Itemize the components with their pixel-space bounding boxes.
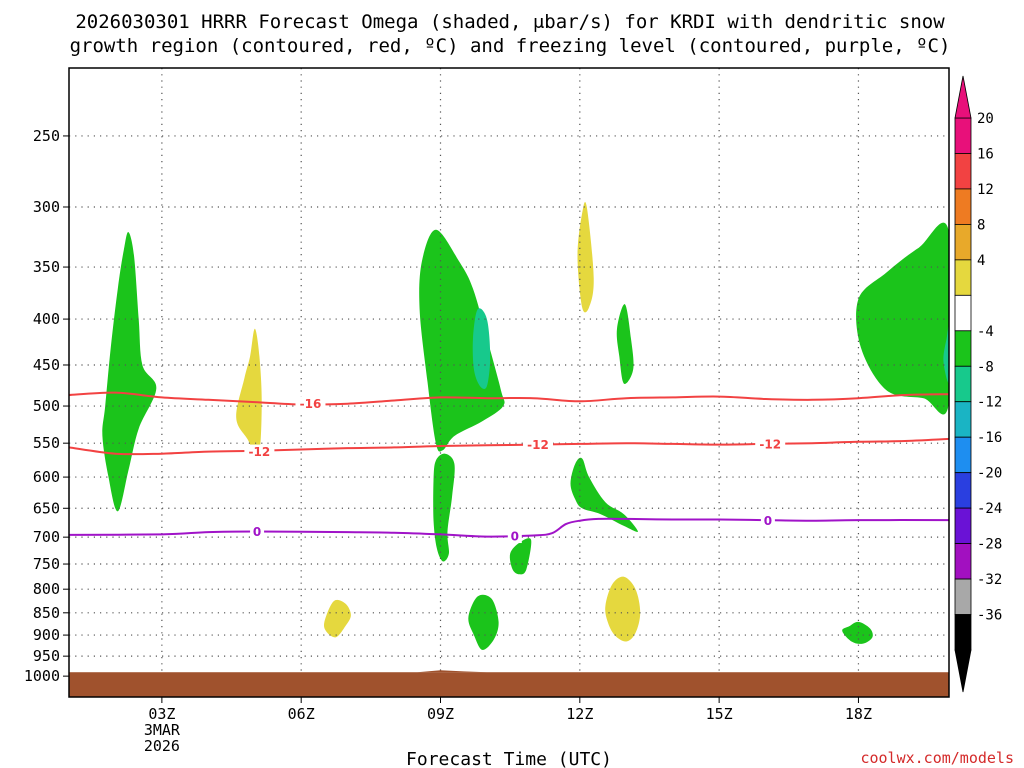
credit-text: coolwx.com/models [860, 749, 1014, 767]
omega-region-yellow-plume-2 [577, 202, 594, 313]
y-tick-label-600: 600 [33, 468, 60, 486]
contour-label-0: -16 [300, 397, 322, 411]
y-tick-label-300: 300 [33, 198, 60, 216]
terrain-bump [417, 670, 487, 673]
x-axis-title: Forecast Time (UTC) [406, 749, 612, 768]
y-tick-label-1000: 1000 [24, 667, 60, 685]
omega-region-green-blob-9 [842, 621, 873, 644]
contour-label-6: 0 [764, 514, 772, 528]
y-tick-label-950: 950 [33, 647, 60, 665]
colorbar-label-16: 16 [977, 146, 994, 162]
contour-label-layer: -16 -12 -12 -12 0 0 0 [244, 396, 786, 544]
contour-label-bg-5 [507, 529, 522, 544]
y-tick-label-800: 800 [33, 580, 60, 598]
plot-background [69, 68, 949, 697]
y-tick-label-850: 850 [33, 604, 60, 622]
contour-label-4: 0 [253, 525, 261, 539]
omega-region-green-blob-7 [509, 538, 532, 575]
x-tick-sublabel-year: 2026 [144, 737, 180, 755]
omega-region-yellow-blob-8 [605, 576, 641, 642]
contour-label-bg-4 [250, 524, 265, 539]
contour-dgz-minus12 [69, 437, 949, 456]
y-tick-label-550: 550 [33, 434, 60, 452]
omega-region-teal-core-2 [472, 308, 491, 390]
y-tick-label-650: 650 [33, 499, 60, 517]
y-tick-label-350: 350 [33, 258, 60, 276]
x-tick-label-12Z: 12Z [566, 705, 593, 723]
colorbar-swatch-7 [954, 365, 972, 403]
colorbar-swatch-4 [954, 259, 972, 296]
contour-label-1: -12 [249, 445, 271, 459]
colorbar-swatch-13 [954, 578, 972, 615]
y-tick-label-400: 400 [33, 310, 60, 328]
colorbar-label--4: -4 [977, 324, 994, 340]
colorbar-swatch-6 [954, 330, 972, 367]
x-tick-sublabel-date: 3MAR [144, 721, 181, 739]
colorbar-swatch-10 [954, 472, 972, 509]
plot-frame [68, 67, 950, 698]
colorbar-label--28: -28 [977, 537, 1002, 553]
colorbar-bottom-arrow [954, 649, 972, 693]
omega-region-yellow-plume-1 [236, 328, 262, 459]
omega-region-teal-edge-4 [943, 326, 949, 383]
y-tick-label-450: 450 [33, 356, 60, 374]
colorbar-swatch-3 [954, 223, 972, 261]
colorbar-swatch-9 [954, 436, 972, 474]
contour-label-bg-0 [295, 396, 326, 411]
x-tick-label-03Z: 03Z [148, 705, 175, 723]
colorbar-label--16: -16 [977, 430, 1002, 446]
y-tick-label-250: 250 [33, 127, 60, 145]
y-tick-label-700: 700 [33, 528, 60, 546]
contour-label-2: -12 [527, 438, 549, 452]
colorbar-label-4: 4 [977, 253, 985, 269]
colorbar-swatch-11 [954, 507, 972, 544]
colorbar: 20 16 12 8 4 -4 -8 -12 -16 -20 -24 -28 -32 -36 [954, 75, 1002, 693]
colorbar-label--36: -36 [977, 608, 1002, 624]
contour-dgz-minus16 [69, 391, 949, 406]
colorbar-label--20: -20 [977, 466, 1002, 482]
plot-area: -16 -12 -12 -12 0 0 0 [68, 67, 950, 698]
y-tick-label-900: 900 [33, 626, 60, 644]
colorbar-label--8: -8 [977, 359, 994, 375]
colorbar-label--24: -24 [977, 501, 1002, 517]
contour-label-bg-3 [755, 436, 786, 451]
omega-region-green-blob-8 [468, 594, 499, 650]
terrain-layer [69, 670, 949, 697]
omega-region-yellow-blob-7 [323, 599, 351, 638]
contour-label-bg-1 [244, 444, 275, 459]
y-axis: 250 300 350 400 450 500 550 600 650 700 750 800 850 9… [24, 127, 69, 685]
omega-region-green-blob-6 [570, 457, 638, 532]
colorbar-swatch-2 [954, 188, 972, 225]
colorbar-label--12: -12 [977, 395, 1002, 411]
colorbar-swatch-12 [954, 543, 972, 580]
contour-label-bg-2 [523, 437, 554, 452]
colorbar-swatch-1 [954, 153, 972, 190]
omega-region-green-plume-3 [616, 304, 634, 384]
x-tick-label-09Z: 09Z [427, 705, 454, 723]
terrain-ground [69, 672, 949, 697]
omega-region-green-plume-4 [856, 222, 949, 415]
x-tick-label-18Z: 18Z [845, 705, 872, 723]
colorbar-top-arrow [954, 75, 972, 119]
x-tick-label-15Z: 15Z [706, 705, 733, 723]
omega-region-green-plume-1 [102, 232, 157, 512]
colorbar-swatch-14 [954, 614, 972, 651]
chart-title-line1: 2026030301 HRRR Forecast Omega (shaded, … [75, 11, 945, 33]
colorbar-swatch-8 [954, 401, 972, 438]
y-tick-label-750: 750 [33, 555, 60, 573]
chart-title-line2: growth region (contoured, red, ºC) and f… [70, 35, 951, 57]
colorbar-swatch-5 [954, 294, 972, 332]
colorbar-swatch-0 [954, 117, 972, 154]
contour-label-bg-6 [760, 513, 775, 528]
colorbar-label-12: 12 [977, 182, 994, 198]
contour-label-3: -12 [759, 437, 781, 451]
colorbar-label-8: 8 [977, 217, 985, 233]
colorbar-label--32: -32 [977, 572, 1002, 588]
x-tick-label-06Z: 06Z [288, 705, 315, 723]
colorbar-label-20: 20 [977, 111, 994, 127]
y-tick-label-500: 500 [33, 397, 60, 415]
contour-label-5: 0 [511, 530, 519, 544]
